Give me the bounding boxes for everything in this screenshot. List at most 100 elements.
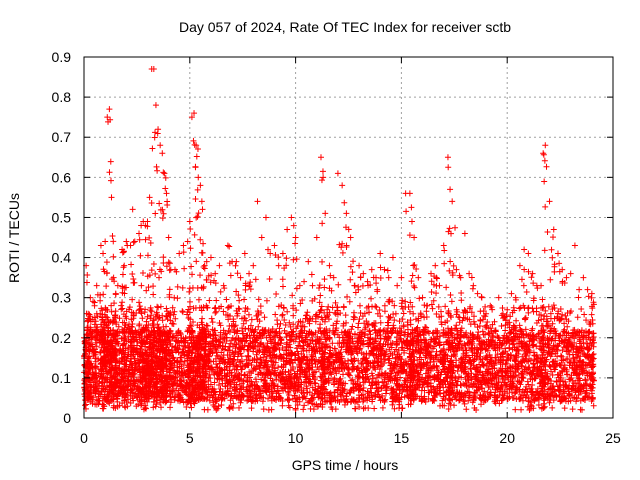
- data-point: [154, 381, 161, 388]
- data-point: [148, 200, 155, 206]
- data-point: [221, 346, 228, 353]
- data-point: [335, 281, 342, 288]
- data-point: [181, 265, 188, 272]
- data-point: [129, 296, 136, 303]
- data-point: [174, 283, 181, 290]
- data-point: [229, 322, 236, 329]
- data-point: [96, 378, 103, 385]
- data-point: [164, 316, 171, 323]
- data-point: [121, 334, 128, 341]
- data-point: [218, 402, 225, 408]
- data-point: [102, 238, 109, 245]
- data-point: [185, 374, 192, 381]
- data-point: [301, 278, 308, 285]
- data-point: [129, 270, 136, 277]
- data-point: [231, 353, 238, 360]
- data-point: [208, 315, 215, 322]
- data-point: [246, 270, 253, 277]
- data-point: [178, 365, 185, 372]
- data-point: [237, 350, 244, 357]
- data-point: [176, 250, 183, 257]
- data-point: [156, 200, 163, 207]
- data-point: [203, 276, 210, 283]
- data-point: [433, 290, 440, 297]
- data-point: [340, 304, 347, 311]
- data-point: [109, 232, 116, 239]
- data-point: [144, 252, 151, 259]
- data-point: [357, 274, 364, 281]
- data-point: [160, 210, 167, 217]
- data-point: [211, 386, 218, 393]
- data-point: [119, 305, 126, 312]
- data-point: [113, 377, 120, 384]
- data-point: [320, 174, 327, 181]
- data-point: [187, 316, 194, 323]
- data-point: [106, 169, 113, 176]
- data-point: [220, 327, 227, 334]
- data-point: [212, 337, 219, 344]
- data-point: [235, 336, 242, 343]
- data-point: [246, 378, 253, 385]
- data-point: [138, 310, 145, 317]
- data-point: [189, 271, 196, 278]
- data-point: [225, 316, 232, 323]
- data-point: [164, 384, 171, 391]
- data-point: [203, 368, 210, 375]
- data-point: [235, 305, 242, 312]
- data-point: [100, 250, 107, 257]
- data-point: [89, 400, 96, 407]
- data-point: [377, 250, 384, 257]
- data-point: [205, 378, 212, 385]
- data-point: [222, 383, 229, 390]
- data-point: [163, 368, 170, 375]
- data-point: [190, 319, 197, 326]
- data-point: [224, 304, 231, 311]
- data-point: [346, 372, 353, 379]
- data-point: [84, 272, 91, 279]
- data-point: [102, 313, 109, 320]
- data-point: [244, 397, 251, 404]
- data-point: [415, 274, 422, 281]
- data-point: [86, 341, 93, 348]
- data-point: [233, 341, 240, 348]
- data-point: [217, 385, 224, 392]
- data-point: [116, 315, 123, 322]
- data-point: [226, 343, 233, 350]
- data-point: [143, 287, 150, 294]
- data-point: [103, 283, 110, 290]
- data-point: [161, 170, 168, 177]
- data-point: [176, 342, 183, 349]
- data-point: [243, 356, 250, 363]
- data-point: [351, 282, 358, 289]
- data-point: [97, 242, 104, 249]
- data-point: [170, 311, 177, 318]
- data-point: [356, 302, 363, 309]
- data-point: [185, 347, 192, 354]
- data-point: [167, 317, 174, 324]
- data-point: [250, 366, 257, 373]
- data-point: [127, 242, 134, 249]
- data-point: [445, 164, 452, 171]
- data-point: [200, 240, 207, 247]
- data-point: [144, 218, 151, 225]
- data-point: [279, 283, 286, 290]
- data-point: [217, 288, 224, 295]
- data-point: [150, 283, 157, 290]
- data-point: [115, 340, 122, 347]
- data-point: [166, 260, 173, 267]
- data-point: [107, 177, 114, 184]
- data-point: [90, 298, 97, 305]
- data-point: [96, 397, 103, 404]
- data-point: [119, 271, 126, 278]
- data-point: [114, 282, 121, 289]
- data-point: [167, 327, 174, 334]
- data-point: [257, 303, 264, 310]
- data-point: [279, 402, 286, 409]
- data-point: [109, 327, 116, 334]
- data-point: [373, 280, 380, 287]
- data-point: [116, 346, 123, 353]
- data-point: [136, 230, 143, 237]
- data-point: [256, 318, 263, 325]
- data-point: [273, 290, 280, 297]
- data-point: [192, 196, 199, 203]
